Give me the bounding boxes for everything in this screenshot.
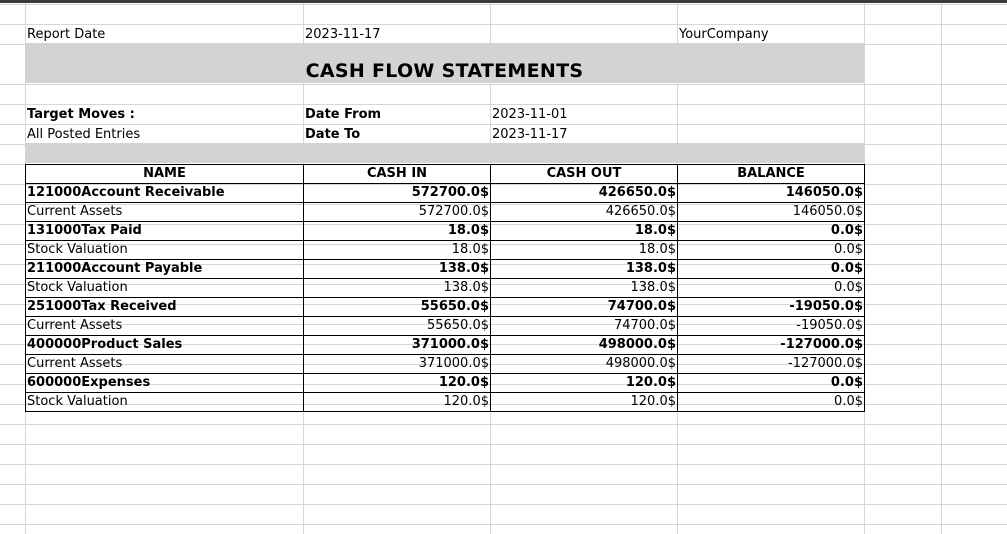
table-row: 251000Tax Received 55650.0$ 74700.0$ -19050… bbox=[25, 297, 865, 317]
grid-row-line bbox=[0, 124, 1007, 125]
column-header-name: NAME bbox=[25, 164, 304, 184]
grid-row-line bbox=[0, 424, 1007, 425]
row-cash-in-cell: 18.0$ bbox=[303, 240, 491, 260]
table-row: 600000Expenses 120.0$ 120.0$ 0.0$ bbox=[25, 373, 865, 393]
row-balance-cell: 0.0$ bbox=[677, 259, 865, 279]
row-cash-in-cell: 138.0$ bbox=[303, 278, 491, 298]
row-cash-out-cell: 426650.0$ bbox=[490, 183, 678, 203]
row-cash-out-cell: 138.0$ bbox=[490, 278, 678, 298]
grid-row-line bbox=[0, 104, 1007, 105]
row-name-cell: Current Assets bbox=[25, 202, 304, 222]
date-from-label: Date From bbox=[305, 107, 382, 122]
row-name-cell: Stock Valuation bbox=[25, 240, 304, 260]
column-header-cash-in: CASH IN bbox=[303, 164, 491, 184]
grid-column-line bbox=[941, 3, 942, 534]
row-balance-cell: 146050.0$ bbox=[677, 202, 865, 222]
company-name: YourCompany bbox=[679, 27, 769, 42]
table-row: Current Assets 572700.0$ 426650.0$ 146050.0… bbox=[25, 202, 865, 222]
row-balance-cell: 0.0$ bbox=[677, 373, 865, 393]
row-cash-out-cell: 498000.0$ bbox=[490, 335, 678, 355]
title-band bbox=[25, 43, 864, 83]
target-moves-label: Target Moves : bbox=[27, 107, 135, 122]
row-balance-cell: 0.0$ bbox=[677, 221, 865, 241]
row-balance-cell: 0.0$ bbox=[677, 392, 865, 412]
grid-row-line bbox=[0, 24, 1007, 25]
grid-row-line bbox=[0, 524, 1007, 525]
row-name-cell: 600000Expenses bbox=[25, 373, 304, 393]
table-row: Current Assets 55650.0$ 74700.0$ -19050.0$ bbox=[25, 316, 865, 336]
date-from-value: 2023-11-01 bbox=[492, 107, 568, 122]
row-balance-cell: 0.0$ bbox=[677, 278, 865, 298]
row-balance-cell: -19050.0$ bbox=[677, 316, 865, 336]
table-row: Stock Valuation 18.0$ 18.0$ 0.0$ bbox=[25, 240, 865, 260]
report-date-value: 2023-11-17 bbox=[305, 27, 381, 42]
column-header-cash-out: CASH OUT bbox=[490, 164, 678, 184]
table-row: Stock Valuation 120.0$ 120.0$ 0.0$ bbox=[25, 392, 865, 412]
row-cash-in-cell: 572700.0$ bbox=[303, 183, 491, 203]
row-balance-cell: 146050.0$ bbox=[677, 183, 865, 203]
row-name-cell: 251000Tax Received bbox=[25, 297, 304, 317]
row-cash-out-cell: 120.0$ bbox=[490, 373, 678, 393]
table-row: 400000Product Sales 371000.0$ 498000.0$ -12… bbox=[25, 335, 865, 355]
row-name-cell: Current Assets bbox=[25, 316, 304, 336]
row-cash-out-cell: 74700.0$ bbox=[490, 316, 678, 336]
table-row: 211000Account Payable 138.0$ 138.0$ 0.0$ bbox=[25, 259, 865, 279]
grid-row-line bbox=[0, 504, 1007, 505]
row-cash-in-cell: 138.0$ bbox=[303, 259, 491, 279]
window-top-border bbox=[0, 0, 1007, 3]
row-name-cell: Stock Valuation bbox=[25, 278, 304, 298]
page-title: CASH FLOW STATEMENTS bbox=[305, 60, 584, 82]
row-name-cell: 121000Account Receivable bbox=[25, 183, 304, 203]
grid-column-line bbox=[864, 3, 865, 534]
row-cash-out-cell: 74700.0$ bbox=[490, 297, 678, 317]
row-cash-in-cell: 572700.0$ bbox=[303, 202, 491, 222]
grid-row-line bbox=[0, 4, 1007, 5]
table-row: 121000Account Receivable 572700.0$ 426650.… bbox=[25, 183, 865, 203]
row-balance-cell: -19050.0$ bbox=[677, 297, 865, 317]
table-row: 131000Tax Paid 18.0$ 18.0$ 0.0$ bbox=[25, 221, 865, 241]
table-row: Current Assets 371000.0$ 498000.0$ -127000.… bbox=[25, 354, 865, 374]
row-name-cell: Stock Valuation bbox=[25, 392, 304, 412]
row-cash-in-cell: 371000.0$ bbox=[303, 335, 491, 355]
date-to-value: 2023-11-17 bbox=[492, 127, 568, 142]
grid-row-line bbox=[0, 484, 1007, 485]
separator-band bbox=[25, 143, 864, 163]
grid-row-line bbox=[0, 444, 1007, 445]
grid-row-line bbox=[0, 464, 1007, 465]
target-moves-value: All Posted Entries bbox=[27, 127, 141, 142]
row-name-cell: 400000Product Sales bbox=[25, 335, 304, 355]
row-cash-out-cell: 120.0$ bbox=[490, 392, 678, 412]
row-cash-out-cell: 18.0$ bbox=[490, 221, 678, 241]
row-cash-in-cell: 120.0$ bbox=[303, 373, 491, 393]
grid-row-line bbox=[0, 84, 1007, 85]
row-name-cell: Current Assets bbox=[25, 354, 304, 374]
row-name-cell: 211000Account Payable bbox=[25, 259, 304, 279]
row-balance-cell: 0.0$ bbox=[677, 240, 865, 260]
row-cash-in-cell: 18.0$ bbox=[303, 221, 491, 241]
column-header-balance: BALANCE bbox=[677, 164, 865, 184]
row-cash-in-cell: 55650.0$ bbox=[303, 297, 491, 317]
row-cash-in-cell: 120.0$ bbox=[303, 392, 491, 412]
row-cash-in-cell: 371000.0$ bbox=[303, 354, 491, 374]
row-cash-out-cell: 498000.0$ bbox=[490, 354, 678, 374]
row-cash-out-cell: 138.0$ bbox=[490, 259, 678, 279]
report-date-label: Report Date bbox=[27, 27, 106, 42]
row-cash-out-cell: 426650.0$ bbox=[490, 202, 678, 222]
table-row: Stock Valuation 138.0$ 138.0$ 0.0$ bbox=[25, 278, 865, 298]
table-header-row: NAME CASH IN CASH OUT BALANCE bbox=[25, 164, 865, 184]
row-balance-cell: -127000.0$ bbox=[677, 335, 865, 355]
row-cash-out-cell: 18.0$ bbox=[490, 240, 678, 260]
row-cash-in-cell: 55650.0$ bbox=[303, 316, 491, 336]
cash-flow-table: NAME CASH IN CASH OUT BALANCE 121000Acco… bbox=[25, 164, 865, 412]
row-balance-cell: -127000.0$ bbox=[677, 354, 865, 374]
row-name-cell: 131000Tax Paid bbox=[25, 221, 304, 241]
date-to-label: Date To bbox=[305, 127, 361, 142]
